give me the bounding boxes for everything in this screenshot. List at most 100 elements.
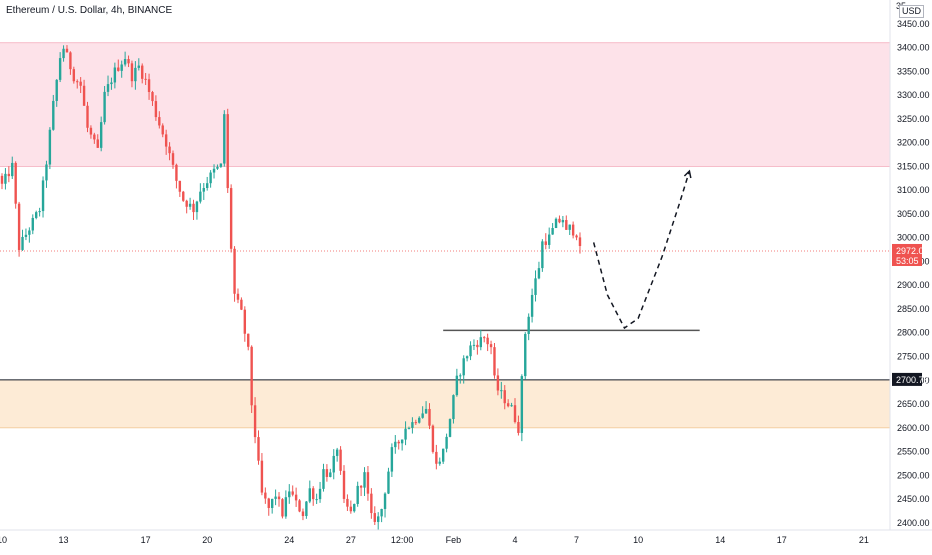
x-tick-label: 20 [202,535,212,545]
y-tick-label: 2450.00 [897,494,930,504]
candle-down [240,299,243,310]
candle-up [530,294,534,317]
candle-down [486,337,489,345]
x-tick-label: 21 [859,535,869,545]
x-tick-label: 10 [0,535,7,545]
candle-up [113,67,117,83]
candle-up [52,100,55,130]
candle-up [199,191,202,202]
candle-down [130,63,134,82]
candle-up [356,485,359,504]
candle-up [465,356,469,359]
candle-up [418,417,421,423]
candle-up [455,375,459,396]
projection-layer [592,169,692,330]
candle-up [520,376,524,433]
candle-down [14,162,17,204]
candle-down [229,188,233,249]
candle-down [161,125,164,135]
y-tick-label: 2850.00 [897,304,930,314]
candle-down [558,218,561,223]
candle-down [571,224,575,236]
candle-up [209,172,212,184]
candle-down [264,492,267,499]
candle-down [250,346,253,406]
y-tick-label: 3250.00 [897,114,930,124]
candle-up [500,390,503,392]
y-tick-label: 3400.00 [897,43,930,53]
candle-up [206,183,209,189]
candle-down [342,470,346,499]
candle-down [294,494,298,501]
candle-down [578,237,582,246]
candle-up [441,448,445,462]
candle-up [377,516,380,522]
candle-up [219,163,223,167]
candle-up [448,419,452,437]
candle-up [24,234,28,237]
candle-up [411,422,414,428]
candle-up [400,439,404,444]
candle-up [472,344,476,346]
x-tick-label: Feb [446,535,462,545]
candle-up [421,413,424,418]
candle-up [11,162,14,177]
x-tick-label: 17 [141,535,151,545]
projection-path[interactable] [592,170,691,330]
candle-down [154,101,158,118]
candle-up [38,211,41,213]
candle-up [110,82,113,85]
candle-down [164,134,168,147]
candle-up [103,91,106,123]
candle-down [226,114,229,189]
candle-up [308,488,311,502]
candle-up [45,164,48,181]
y-tick-label: 2750.00 [897,352,930,362]
candle-down [151,92,154,102]
candle-down [366,472,370,494]
candle-up [394,441,397,448]
candle-down [144,78,147,80]
candle-up [479,337,482,348]
candle-down [93,134,96,140]
candle-down [65,48,69,53]
candle-down [253,405,257,438]
candle-down [493,347,496,376]
candle-up [534,278,537,295]
candle-up [527,316,530,335]
candle-down [428,408,431,426]
candle-up [537,268,541,279]
candle-up [407,427,411,429]
y-tick-label: 3450.00 [897,19,930,29]
candle-up [548,234,551,245]
candle-down [414,422,418,424]
y-tick-label: 3300.00 [897,90,930,100]
candle-up [332,455,335,473]
candle-up [315,499,318,501]
x-tick-label: 24 [284,535,294,545]
y-tick-label: 3150.00 [897,161,930,171]
candle-down [76,81,79,83]
y-tick-label: 2500.00 [897,470,930,480]
candle-up [58,58,62,80]
candle-down [291,491,294,495]
currency-button[interactable]: USD [899,5,925,18]
candle-up [120,64,123,71]
candle-up [363,472,366,488]
candle-down [79,81,82,86]
level-label: 2700.76 [896,375,929,385]
candle-up [459,375,462,377]
candle-up [223,114,226,164]
candle-down [7,173,11,177]
candle-up [55,79,58,101]
y-tick-label: 3350.00 [897,66,930,76]
candle-down [506,403,510,407]
candle-down [69,52,72,70]
candle-down [233,248,236,294]
candle-down [182,191,185,201]
x-tick-label: 12:00 [391,535,414,545]
candle-up [524,334,527,377]
